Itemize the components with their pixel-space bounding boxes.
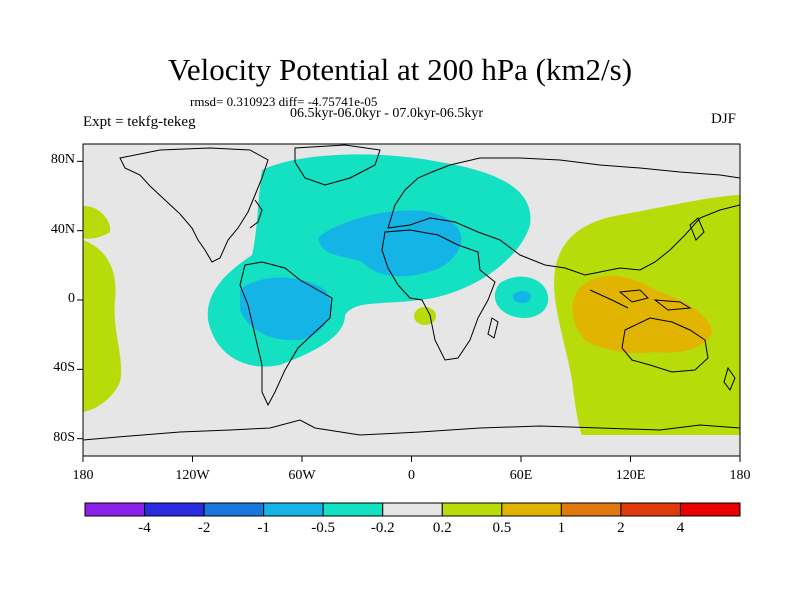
- colorbar-label: -0.2: [370, 520, 395, 536]
- positive-core-maritime-continent: [572, 275, 712, 354]
- coastlines: [83, 144, 740, 441]
- lon-label: 180: [729, 468, 751, 483]
- negative-core-south-america: [240, 277, 331, 341]
- colorbar-swatch-4: [322, 502, 384, 517]
- season-label: DJF: [711, 111, 737, 127]
- colorbar-label: -4: [138, 520, 151, 536]
- colorbar-swatch-10: [679, 502, 741, 517]
- lon-label: 60E: [509, 468, 533, 483]
- lat-label: 0: [68, 291, 75, 306]
- positive-anomaly-west-africa: [414, 307, 436, 325]
- lat-label: 80N: [50, 152, 75, 168]
- rmsd-diff-stats: rmsd= 0.310923 diff= -4.75741e-05: [190, 94, 378, 109]
- positive-anomaly-north-pacific-edge: [83, 205, 111, 239]
- lon-label: 120E: [615, 468, 646, 483]
- negative-core-indian-ocean: [513, 291, 531, 303]
- lat-label: 80S: [53, 429, 75, 445]
- axis-ticks: [77, 160, 741, 462]
- lon-label: 60W: [288, 468, 316, 483]
- colorbar-label: -0.5: [311, 520, 336, 536]
- experiment-label: Expt = tekfg-tekeg: [83, 114, 196, 130]
- colorbar-label: 4: [676, 520, 685, 536]
- map-field: [83, 144, 740, 456]
- colorbar-swatch-9: [620, 502, 681, 517]
- period-subtitle: 06.5kyr-06.0kyr - 07.0kyr-06.5kyr: [290, 106, 484, 121]
- colorbar-swatch-1: [144, 502, 205, 517]
- colorbar-swatch-5: [382, 502, 443, 517]
- colorbar-swatch-2: [203, 502, 265, 517]
- lon-label: 180: [72, 468, 94, 483]
- lon-label: 120W: [175, 468, 210, 483]
- colorbar-swatch-7: [501, 502, 562, 517]
- colorbar-label: 0.2: [432, 520, 452, 536]
- lon-label: 0: [408, 468, 415, 483]
- colorbar-swatch-6: [441, 502, 503, 517]
- lat-label: 40N: [50, 221, 75, 237]
- negative-core-north-africa: [318, 210, 462, 277]
- colorbar-swatch-8: [560, 502, 622, 517]
- colorbar-swatch-0: [84, 502, 146, 517]
- plot-title: Velocity Potential at 200 hPa (km2/s): [167, 52, 633, 87]
- colorbar-label: -1: [257, 520, 270, 536]
- lat-label: 40S: [53, 360, 75, 376]
- colorbar-swatch-3: [263, 502, 324, 517]
- colorbar-label: 1: [557, 520, 566, 536]
- positive-anomaly-east-pacific: [83, 240, 122, 412]
- colorbar-label: 2: [617, 520, 625, 536]
- colorbar-label: -2: [197, 520, 211, 536]
- colorbar: [84, 502, 741, 517]
- colorbar-label: 0.5: [492, 520, 512, 536]
